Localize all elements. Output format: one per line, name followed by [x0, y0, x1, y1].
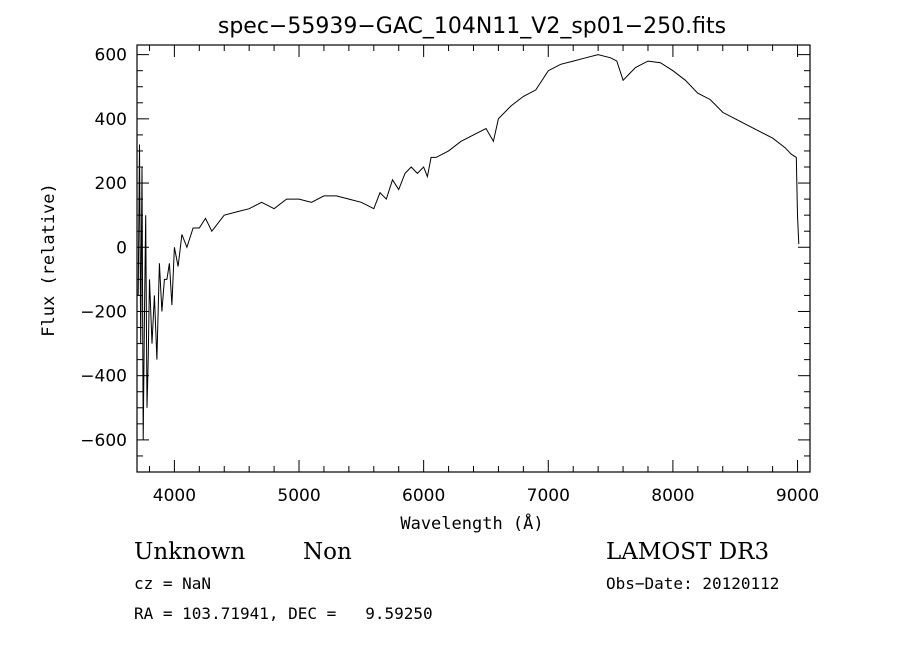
y-axis-label: Flux (relative)	[39, 183, 59, 337]
spectrum-series-line	[137, 54, 800, 440]
x-tick-label-9000: 9000	[776, 486, 819, 506]
survey-release: LAMOST DR3	[606, 539, 769, 565]
x-tick-label-7000: 7000	[527, 486, 570, 506]
object-class: Non	[303, 539, 352, 565]
y-tick-labels: −600 −400 −200 0 200 400 600	[80, 46, 127, 451]
y-tick-label-200: 200	[95, 174, 127, 194]
x-tick-label-5000: 5000	[277, 486, 320, 506]
x-tick-label-6000: 6000	[402, 486, 445, 506]
x-tick-label-4000: 4000	[153, 486, 196, 506]
y-tick-label-600: 600	[95, 46, 127, 66]
plot-frame	[136, 44, 811, 473]
y-tick-label-neg600: −600	[80, 431, 127, 451]
y-tick-label-neg200: −200	[80, 302, 127, 322]
ra-dec-coordinates: RA = 103.71941, DEC = 9.59250	[134, 604, 433, 623]
x-tick-labels: 4000 5000 6000 7000 8000 9000	[153, 486, 819, 506]
redshift-cz: cz = NaN	[134, 574, 211, 593]
x-tick-label-8000: 8000	[651, 486, 694, 506]
y-tick-label-neg400: −400	[80, 367, 127, 387]
observation-date: Obs−Date: 20120112	[606, 574, 779, 593]
chart-title: spec−55939−GAC_104N11_V2_sp01−250.fits	[218, 14, 726, 39]
x-axis-label: Wavelength (Å)	[400, 512, 543, 534]
y-tick-label-400: 400	[95, 110, 127, 130]
y-tick-label-0: 0	[116, 238, 127, 258]
axis-ticks	[137, 45, 810, 472]
object-type: Unknown	[134, 539, 245, 565]
